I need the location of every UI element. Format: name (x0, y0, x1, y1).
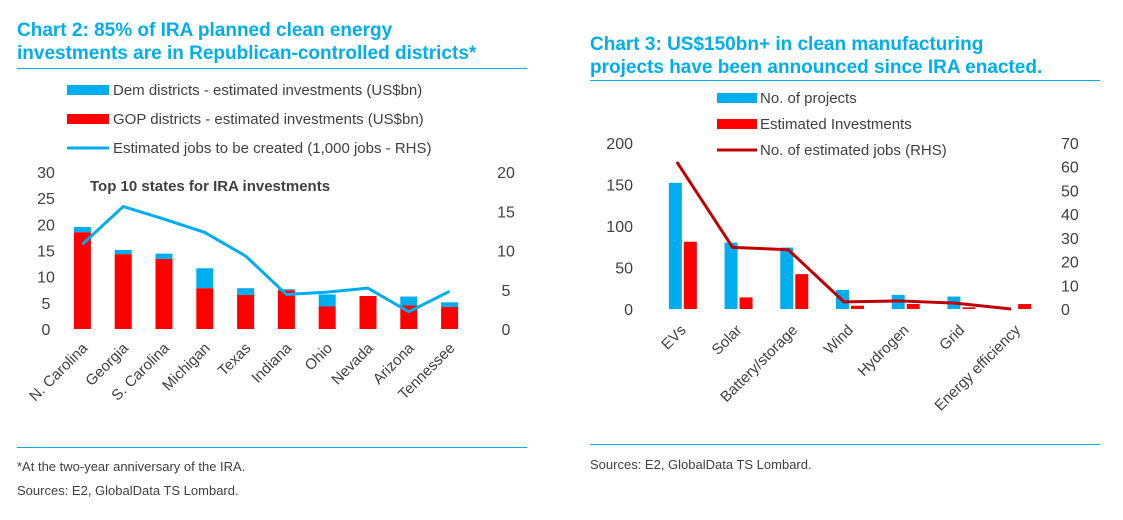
bar-gop-5 (277, 290, 295, 329)
y2-tick-label: 60 (1061, 160, 1079, 177)
y-tick-label: 20 (37, 217, 55, 234)
chart-3-footer-rule (590, 444, 1100, 445)
y2-tick-label: 30 (1061, 231, 1079, 248)
bar-investments-3 (851, 305, 864, 309)
legend-label-0: No. of projects (760, 90, 857, 107)
chart-annotation: Top 10 states for IRA investments (90, 178, 330, 195)
bar-dem-4 (237, 288, 255, 295)
bar-investments-6 (1018, 304, 1032, 309)
jobs-line (675, 161, 1012, 311)
chart-2-title-line2: investments are in Republican-controlled… (17, 43, 477, 64)
y2-tick-label: 50 (1061, 183, 1079, 200)
bar-gop-3 (196, 288, 214, 329)
y2-tick-label: 20 (497, 165, 515, 182)
legend-swatch-1 (717, 119, 757, 129)
y-tick-label: 10 (37, 270, 55, 287)
bar-gop-7 (359, 296, 377, 329)
y-tick-label: 30 (37, 165, 55, 182)
bar-dem-8 (400, 296, 418, 306)
y2-tick-label: 70 (1061, 136, 1079, 153)
x-tick-label-7: Nevada (328, 339, 377, 388)
y2-tick-label: 10 (497, 244, 515, 261)
bar-investments-4 (906, 304, 920, 309)
bar-dem-9 (441, 302, 459, 308)
legend-swatch-0 (67, 85, 109, 95)
y2-tick-label: 0 (502, 322, 511, 339)
y-tick-label: 200 (606, 136, 633, 153)
y-tick-label: 50 (615, 261, 633, 278)
x-tick-label-3: Wind (821, 322, 857, 358)
x-tick-label-5: Grid (936, 322, 968, 354)
chart-2-footnote: *At the two-year anniversary of the IRA. (17, 459, 246, 474)
legend-swatch-0 (717, 93, 757, 103)
bar-projects-1 (724, 242, 738, 309)
bar-investments-0 (683, 241, 697, 309)
bar-dem-2 (155, 253, 173, 259)
bar-gop-8 (400, 305, 418, 329)
y-tick-label: 25 (37, 191, 55, 208)
chart-3-title-line1: Chart 3: US$150bn+ in clean manufacturin… (590, 34, 984, 55)
jobs-line (81, 205, 451, 314)
y-tick-label: 5 (42, 296, 51, 313)
x-tick-label-0: N. Carolina (26, 339, 92, 405)
legend-label-0: Dem districts - estimated investments (U… (113, 82, 422, 99)
y-tick-label: 100 (606, 219, 633, 236)
x-tick-label-4: Hydrogen (855, 322, 913, 380)
y2-tick-label: 15 (497, 204, 515, 221)
bar-gop-4 (237, 294, 255, 329)
bar-gop-0 (73, 232, 91, 329)
y-tick-label: 0 (624, 302, 633, 319)
legend-label-2: Estimated jobs to be created (1,000 jobs… (113, 140, 432, 157)
chart-2-sources: Sources: E2, GlobalData TS Lombard. (17, 483, 239, 498)
y2-tick-label: 20 (1061, 255, 1079, 272)
bar-gop-6 (318, 306, 336, 329)
bar-dem-5 (277, 289, 295, 291)
legend-label-2: No. of estimated jobs (RHS) (760, 142, 947, 159)
y2-tick-label: 10 (1061, 278, 1079, 295)
bar-gop-9 (441, 307, 459, 329)
y2-tick-label: 5 (502, 283, 511, 300)
bar-dem-0 (73, 226, 91, 233)
y2-tick-label: 40 (1061, 207, 1079, 224)
chart-3-title-rule (590, 80, 1100, 81)
y-tick-label: 0 (42, 322, 51, 339)
x-tick-label-6: Ohio (302, 340, 336, 374)
chart-2-svg: Dem districts - estimated investments (U… (26, 82, 515, 405)
chart-2-panel: Chart 2: 85% of IRA planned clean energy… (0, 0, 560, 508)
x-tick-label-1: Solar (709, 322, 746, 359)
legend-label-1: Estimated Investments (760, 116, 912, 133)
bar-investments-5 (962, 307, 976, 309)
chart-2-title-line1: Chart 2: 85% of IRA planned clean energy (17, 20, 393, 41)
x-tick-label-0: EVs (658, 322, 689, 353)
chart-3-sources: Sources: E2, GlobalData TS Lombard. (590, 457, 812, 472)
y2-tick-label: 0 (1061, 302, 1070, 319)
bar-gop-1 (114, 254, 132, 329)
bar-projects-0 (668, 182, 682, 309)
y-tick-label: 150 (606, 178, 633, 195)
bar-gop-2 (155, 258, 173, 329)
bar-investments-2 (795, 274, 809, 309)
chart-2-title-rule (17, 68, 527, 69)
legend-label-1: GOP districts - estimated investments (U… (113, 111, 424, 128)
chart-2-title: Chart 2: 85% of IRA planned clean energy… (17, 19, 476, 65)
x-tick-label-5: Indiana (248, 339, 295, 386)
chart-3-title-line2: projects have been announced since IRA e… (590, 57, 1043, 78)
y-tick-label: 15 (37, 244, 55, 261)
bar-dem-6 (318, 294, 336, 307)
chart-2-footer-rule (17, 447, 527, 448)
chart-3-svg: No. of projects Estimated Investments No. … (606, 90, 1079, 414)
bar-investments-1 (739, 297, 753, 309)
bar-projects-2 (780, 247, 794, 309)
chart-3-title: Chart 3: US$150bn+ in clean manufacturin… (590, 33, 1042, 79)
legend-swatch-1 (67, 114, 109, 124)
bar-dem-3 (196, 268, 214, 289)
bar-dem-1 (114, 249, 132, 255)
chart-3-panel: Chart 3: US$150bn+ in clean manufacturin… (585, 0, 1123, 508)
